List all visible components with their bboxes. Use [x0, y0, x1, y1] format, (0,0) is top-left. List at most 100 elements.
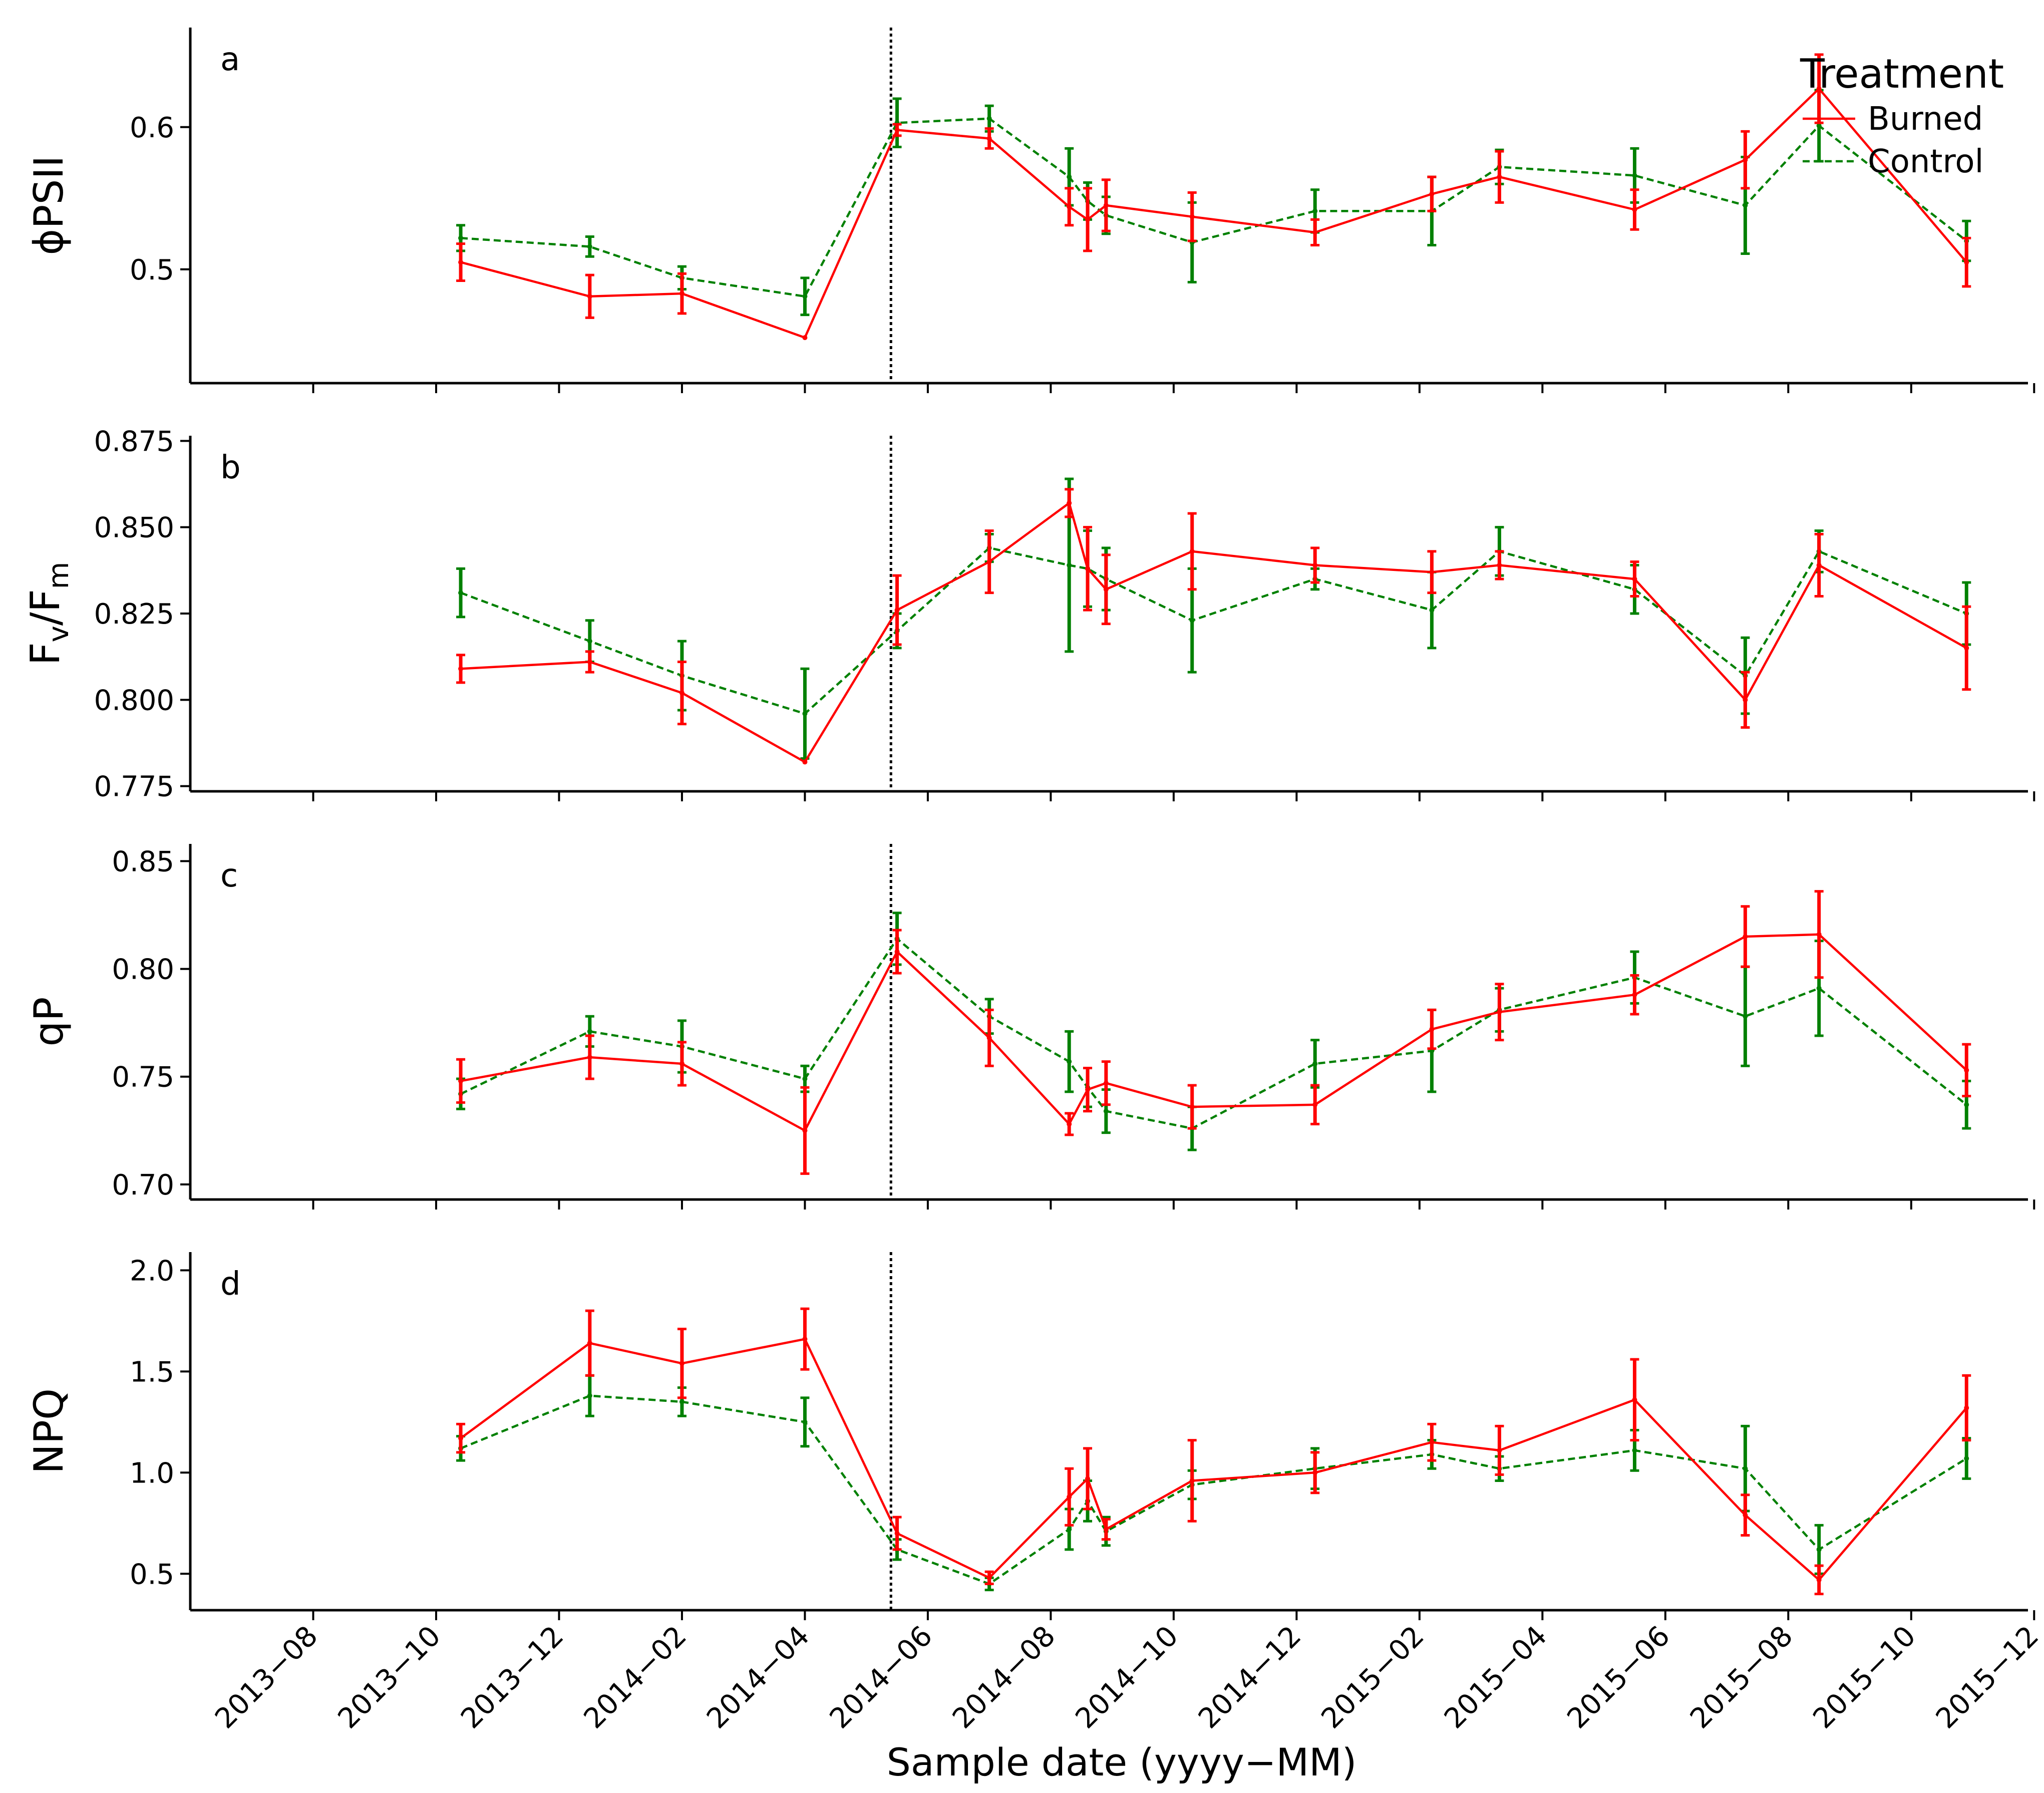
- data-point: [1312, 1061, 1318, 1066]
- y-tick-label: 0.70: [112, 1169, 174, 1202]
- data-point: [1816, 986, 1822, 991]
- data-point: [1497, 174, 1502, 180]
- data-point: [1067, 1494, 1072, 1500]
- data-point: [1189, 1478, 1195, 1483]
- data-point: [1497, 1447, 1502, 1453]
- data-point: [1103, 586, 1109, 592]
- series-burned: [456, 1307, 1971, 1596]
- y-label-part: m: [43, 562, 75, 589]
- data-point: [1189, 548, 1195, 554]
- data-point: [1085, 1476, 1091, 1481]
- data-point: [1189, 618, 1195, 623]
- data-point: [1429, 608, 1435, 613]
- x-tick-label: 2015−08: [1684, 1620, 1799, 1735]
- data-point: [802, 759, 808, 765]
- data-point: [458, 1435, 464, 1441]
- data-point: [1632, 992, 1637, 998]
- data-point: [986, 1035, 992, 1041]
- data-point: [1964, 1405, 1969, 1411]
- series-burned: [456, 53, 1971, 341]
- data-point: [1429, 191, 1435, 197]
- data-point: [1429, 1027, 1435, 1032]
- data-point: [679, 1061, 685, 1066]
- data-point: [1429, 1439, 1435, 1445]
- x-tick-label: 2014−02: [578, 1620, 693, 1735]
- x-tick-label: 2015−12: [1930, 1620, 2044, 1735]
- series-line: [460, 1394, 1967, 1585]
- legend-label-burned: Burned: [1868, 101, 1983, 138]
- data-point: [587, 244, 592, 249]
- data-point: [802, 335, 808, 341]
- data-point: [1632, 207, 1637, 212]
- data-point: [1067, 1059, 1072, 1064]
- data-point: [1103, 1527, 1109, 1532]
- x-tick-label: 2014−08: [946, 1620, 1062, 1735]
- data-point: [1067, 174, 1072, 180]
- data-point: [1743, 1513, 1748, 1518]
- data-point: [1312, 1102, 1318, 1107]
- series-line: [460, 546, 1967, 715]
- data-point: [894, 127, 900, 133]
- series-line: [460, 1338, 1968, 1581]
- y-tick-label: 0.6: [130, 112, 174, 144]
- series-line: [460, 933, 1967, 1132]
- data-point: [802, 1419, 808, 1425]
- panel-letter: b: [220, 449, 241, 486]
- x-tick-label: 2013−08: [209, 1620, 324, 1735]
- data-point: [1429, 569, 1435, 575]
- data-point: [587, 1393, 592, 1398]
- data-point: [1632, 576, 1637, 582]
- data-point: [458, 590, 464, 595]
- data-point: [1085, 1087, 1091, 1092]
- y-tick-label: 0.80: [112, 954, 174, 986]
- data-point: [1632, 1447, 1637, 1453]
- data-point: [458, 235, 464, 241]
- y-tick-label: 0.825: [94, 598, 174, 631]
- panel-b: 0.775 0.800 0.825 0.850 0.875 b Fv/Fm: [22, 425, 2035, 803]
- data-point: [894, 1531, 900, 1536]
- legend-title: Treatment: [1800, 51, 2004, 97]
- x-tick-label: 2015−02: [1315, 1620, 1430, 1735]
- data-point: [679, 1399, 685, 1404]
- data-point: [1312, 208, 1318, 214]
- data-point: [587, 1340, 592, 1346]
- legend-label-control: Control: [1868, 143, 1983, 180]
- y-tick-label: 0.800: [94, 684, 174, 717]
- data-point: [986, 1575, 992, 1581]
- y-label-part: v: [43, 626, 75, 642]
- legend: Treatment Burned Control: [1800, 51, 2004, 180]
- y-tick-label: 1.5: [130, 1356, 174, 1388]
- data-point: [802, 1128, 808, 1133]
- x-tick-label: 2014−04: [701, 1620, 816, 1735]
- y-axis-label: Fv/Fm: [22, 562, 75, 666]
- data-point: [587, 659, 592, 665]
- y-label-part: /F: [22, 589, 69, 626]
- data-point: [1743, 1014, 1748, 1019]
- panel-d: 0.5 1.0 1.5 2.0 d NPQ: [26, 1252, 2035, 1620]
- data-point: [1816, 932, 1822, 937]
- data-point: [458, 1078, 464, 1084]
- y-tick-label: 0.5: [130, 254, 174, 286]
- data-point: [986, 559, 992, 564]
- data-point: [802, 1076, 808, 1082]
- data-point: [458, 259, 464, 265]
- data-point: [679, 1361, 685, 1366]
- y-axis-label: ϕPSII: [26, 156, 72, 255]
- x-tick-label: 2015−04: [1438, 1620, 1553, 1735]
- data-point: [587, 639, 592, 644]
- data-point: [1743, 203, 1748, 208]
- data-point: [1067, 1527, 1072, 1532]
- panel-c: 0.70 0.75 0.80 0.85 c qP: [26, 844, 2035, 1210]
- data-point: [1085, 566, 1091, 571]
- y-tick-label: 0.875: [94, 425, 174, 458]
- data-point: [986, 116, 992, 121]
- y-axis-label: NPQ: [26, 1388, 72, 1474]
- series-burned: [456, 488, 1971, 765]
- data-point: [1189, 214, 1195, 219]
- panel-letter: d: [220, 1266, 241, 1303]
- data-point: [1067, 1121, 1072, 1127]
- series-line: [460, 87, 1968, 339]
- series-line: [460, 938, 1967, 1130]
- data-point: [1743, 697, 1748, 703]
